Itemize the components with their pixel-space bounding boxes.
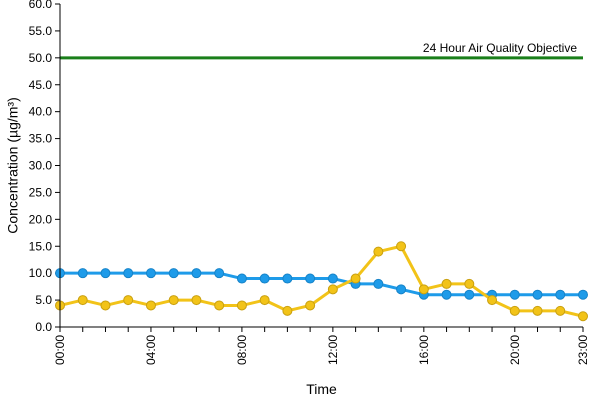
series-2-point [509, 305, 520, 316]
series-1-line [60, 271, 583, 297]
y-tick-label: 60.0 [29, 0, 53, 11]
series-2-point [532, 305, 543, 316]
series-2-point [578, 311, 588, 322]
y-tick-label: 25.0 [29, 185, 53, 199]
series-1-point [464, 289, 475, 300]
series-2-point [236, 300, 247, 311]
series-1-point [555, 289, 566, 300]
series-2-point [259, 295, 270, 306]
x-tick-label: 04:00 [144, 335, 158, 365]
series-1-point [145, 268, 156, 279]
y-axis-title: Concentration (µg/m³) [5, 97, 21, 233]
x-tick-label: 08:00 [235, 335, 249, 365]
y-tick-label: 10.0 [29, 266, 53, 280]
series-group [55, 241, 588, 322]
series-2-point [123, 295, 134, 306]
series-1 [55, 268, 588, 300]
series-1-point [77, 268, 88, 279]
series-1-point [100, 268, 111, 279]
series-1-point [441, 289, 452, 300]
series-2-point [191, 295, 202, 306]
x-tick-label: 20:00 [508, 335, 522, 365]
y-tick-label: 15.0 [29, 239, 53, 253]
series-2 [55, 241, 588, 322]
y-tick-label: 35.0 [29, 132, 53, 146]
series-1-point [373, 278, 384, 289]
x-axis-ticks: 00:00 04:00 08:00 12:00 16:00 20:00 23:00 [53, 327, 590, 365]
series-1-point [327, 273, 338, 284]
series-1-point [305, 273, 316, 284]
series-1-point [396, 284, 407, 295]
series-2-line [59, 244, 584, 318]
x-axis-title: Time [306, 381, 337, 397]
series-1-point [532, 289, 543, 300]
series-2-point [145, 300, 156, 311]
series-2-point [350, 273, 361, 284]
x-tick-label: 12:00 [326, 335, 340, 365]
y-axis-ticks: 0.0 5.0 10.0 15.0 20.0 25.0 30.0 35.0 40.0 45.0 50… [29, 0, 60, 334]
x-tick-label: 00:00 [53, 335, 67, 365]
y-tick-label: 20.0 [29, 212, 53, 226]
series-2-point [487, 295, 498, 306]
series-1-point [509, 289, 520, 300]
series-1-point [191, 268, 202, 279]
x-tick-label: 23:00 [576, 335, 590, 365]
series-2-point [214, 300, 225, 311]
series-1-point [259, 273, 270, 284]
series-2-point [168, 295, 179, 306]
series-2-point [100, 300, 111, 311]
series-1-point [123, 268, 134, 279]
series-2-point [418, 284, 429, 295]
y-tick-label: 50.0 [29, 51, 53, 65]
series-2-point [464, 278, 475, 289]
y-tick-label: 45.0 [29, 78, 53, 92]
series-2-point [327, 284, 338, 295]
air-quality-objective-label: 24 Hour Air Quality Objective [423, 41, 577, 55]
x-tick-label: 16:00 [417, 335, 431, 365]
series-1-point [214, 268, 225, 279]
y-tick-label: 40.0 [29, 105, 53, 119]
y-tick-label: 0.0 [35, 320, 52, 334]
series-1-point [282, 273, 293, 284]
y-tick-label: 55.0 [29, 24, 53, 38]
y-tick-label: 30.0 [29, 159, 53, 173]
air-quality-objective-group: 24 Hour Air Quality Objective [60, 41, 583, 60]
series-2-point [373, 246, 384, 257]
series-1-point [578, 289, 588, 300]
series-1-point [168, 268, 179, 279]
series-2-point [77, 295, 88, 306]
series-1-point [236, 273, 247, 284]
series-2-point [282, 305, 293, 316]
series-2-point [555, 305, 566, 316]
series-2-point [305, 300, 316, 311]
y-tick-label: 5.0 [35, 293, 52, 307]
series-2-point [441, 278, 452, 289]
series-2-point [396, 241, 407, 252]
